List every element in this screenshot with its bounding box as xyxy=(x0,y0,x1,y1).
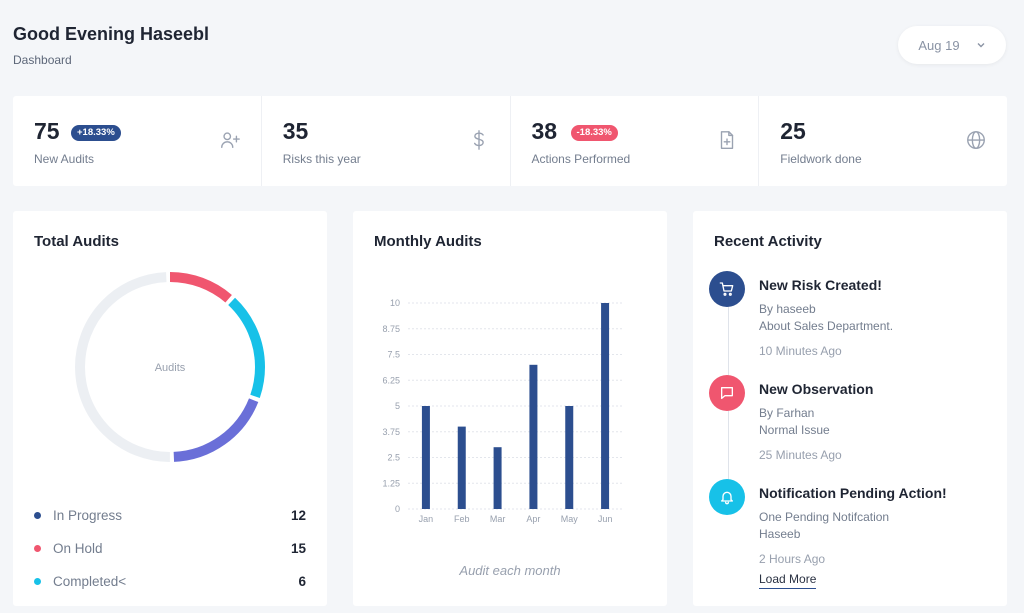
card-title: Total Audits xyxy=(34,233,119,250)
donut-legend: In Progress 12 On Hold 15 Completed< 6 xyxy=(34,499,306,598)
stat-label: Actions Performed xyxy=(531,152,631,166)
activity-time: 25 Minutes Ago xyxy=(759,448,842,462)
donut-chart: Audits xyxy=(75,272,265,462)
y-tick-label: 8.75 xyxy=(382,324,400,334)
y-tick-label: 0 xyxy=(395,504,400,514)
legend-label: In Progress xyxy=(53,508,123,523)
activity-detail: One Pending Notifcation xyxy=(759,510,890,524)
chevron-down-icon xyxy=(977,43,985,48)
breadcrumb: Dashboard xyxy=(13,53,72,67)
legend-value: 12 xyxy=(290,508,306,523)
stat-badge-down: -18.33% xyxy=(570,125,618,141)
x-tick-label: Jun xyxy=(598,514,613,524)
x-tick-label: May xyxy=(561,514,579,524)
y-tick-label: 5 xyxy=(395,401,400,411)
activity-detail: Normal Issue xyxy=(759,423,830,437)
y-tick-label: 2.5 xyxy=(387,453,400,463)
stat-label: Fieldwork done xyxy=(780,152,862,166)
card-title: Monthly Audits xyxy=(374,233,482,250)
stats-row: 75 +18.33% New Audits 35 Risks this year… xyxy=(13,96,1007,186)
globe-icon xyxy=(967,131,985,149)
x-tick-label: Apr xyxy=(526,514,540,524)
y-tick-label: 6.25 xyxy=(382,375,400,385)
y-tick-label: 7.5 xyxy=(387,350,400,360)
stat-card-risks: 35 Risks this year xyxy=(262,96,511,186)
stat-label: Risks this year xyxy=(282,152,361,166)
donut-segment-completed- xyxy=(75,272,265,462)
stat-card-fieldwork: 25 Fieldwork done xyxy=(759,96,1007,186)
stat-card-new-audits: 75 +18.33% New Audits xyxy=(13,96,262,186)
bar-may[interactable] xyxy=(565,406,574,509)
greeting-title: Good Evening Haseebl xyxy=(13,24,210,44)
activity-title: New Risk Created! xyxy=(759,277,882,293)
stat-value: 75 xyxy=(34,118,60,144)
activity-detail: By Farhan xyxy=(759,406,815,420)
activity-detail: Haseeb xyxy=(759,527,801,541)
bar-chart: 0 1.25 2.5 3.75 5 6.25 7.5 8.75 10 Jan Feb Mar Apr Ma… xyxy=(382,298,623,524)
bar-apr[interactable] xyxy=(529,364,538,509)
x-tick-label: Jan xyxy=(419,514,434,524)
bar-feb[interactable] xyxy=(457,426,466,509)
legend-dot xyxy=(34,578,41,585)
bell-icon xyxy=(721,491,733,505)
activity-title: Notification Pending Action! xyxy=(759,485,947,501)
activity-time: 2 Hours Ago xyxy=(759,552,826,566)
donut-segment-remainder xyxy=(75,272,265,462)
legend-item: On Hold 15 xyxy=(34,532,306,565)
date-selector[interactable]: Aug 19 xyxy=(898,26,1006,64)
bar-jan[interactable] xyxy=(421,406,430,509)
legend-value: 15 xyxy=(290,541,306,556)
user-plus-icon xyxy=(220,132,240,149)
card-title: Recent Activity xyxy=(714,233,822,250)
activity-icon-circle xyxy=(709,271,745,307)
legend-value: 6 xyxy=(298,574,306,589)
page-header: Good Evening Haseebl Dashboard xyxy=(13,24,209,67)
stat-value: 38 xyxy=(531,118,558,144)
legend-dot xyxy=(34,545,41,552)
donut-segment-on-hold xyxy=(75,272,265,462)
stat-badge-up: +18.33% xyxy=(71,125,121,141)
activity-detail: By haseeb xyxy=(759,302,816,316)
stat-value: 35 xyxy=(282,118,309,144)
activity-detail: About Sales Department. xyxy=(759,319,894,333)
bar-mar[interactable] xyxy=(493,447,502,509)
recent-activity-card: Recent Activity New Risk Created! By has… xyxy=(693,211,1007,606)
activity-icon-circle xyxy=(709,479,745,515)
bar-jun[interactable] xyxy=(601,303,610,509)
x-tick-label: Mar xyxy=(490,514,506,524)
stat-label: New Audits xyxy=(34,152,95,166)
total-audits-card: Total Audits Audits In Progress 12 On Ho… xyxy=(13,211,327,606)
dollar-icon xyxy=(473,130,484,150)
legend-item: In Progress 12 xyxy=(34,499,306,532)
x-tick-label: Feb xyxy=(454,514,470,524)
stat-card-actions: 38 -18.33% Actions Performed xyxy=(511,96,760,186)
y-tick-label: 10 xyxy=(390,298,400,308)
load-more-link[interactable]: Load More xyxy=(759,572,817,589)
activity-title: New Observation xyxy=(759,381,874,397)
y-tick-label: 3.75 xyxy=(382,427,400,437)
monthly-audits-card: Monthly Audits 0 1.25 2.5 3.75 5 6.25 7.5 8.75 1… xyxy=(353,211,667,606)
legend-label: Completed< xyxy=(53,574,127,589)
legend-item: Completed< 6 xyxy=(34,565,306,598)
donut-center-label: Audits xyxy=(155,362,186,374)
legend-dot xyxy=(34,512,41,519)
stat-value: 25 xyxy=(780,118,806,144)
chart-caption: Audit each month xyxy=(459,563,561,578)
y-tick-label: 1.25 xyxy=(382,478,400,488)
message-icon xyxy=(721,387,733,399)
activity-icon-circle xyxy=(709,375,745,411)
activity-time: 10 Minutes Ago xyxy=(759,344,842,358)
cart-icon xyxy=(719,282,734,296)
legend-label: On Hold xyxy=(53,541,103,556)
date-selector-value: Aug 19 xyxy=(918,37,960,53)
file-plus-icon xyxy=(721,131,734,149)
